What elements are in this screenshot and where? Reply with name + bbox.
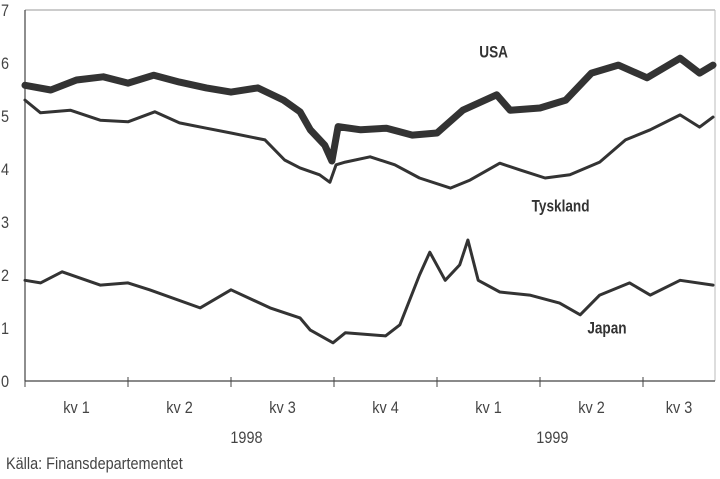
series-label-usa: USA [479,43,508,62]
series-label-japan: Japan [587,319,626,338]
series-line-usa [21,54,717,165]
y-tick-label: 6 [1,55,9,73]
y-tick-label: 3 [1,214,9,232]
series-line-japan [23,238,715,345]
x-tick-label: kv 1 [63,399,89,417]
x-tick-label: kv 1 [475,399,501,417]
x-tick-label: kv 3 [666,399,693,417]
y-tick-label: 2 [1,267,9,285]
y-tick-label: 1 [1,320,9,338]
year-label: 1999 [536,429,568,447]
y-tick-label: 0 [1,373,9,391]
x-tick-label: kv 2 [166,399,192,417]
source-note: Källa: Finansdepartementet [6,454,183,473]
y-tick-label: 4 [1,161,9,179]
y-tick-label: 5 [1,108,9,126]
x-tick-label: kv 4 [372,399,399,417]
x-tick-label: kv 3 [269,399,296,417]
series-label-tyskland: Tyskland [532,197,590,216]
series-line-tyskland [23,98,715,190]
x-tick-label: kv 2 [578,399,604,417]
year-label: 1998 [230,429,262,447]
y-tick-label: 7 [1,2,9,20]
